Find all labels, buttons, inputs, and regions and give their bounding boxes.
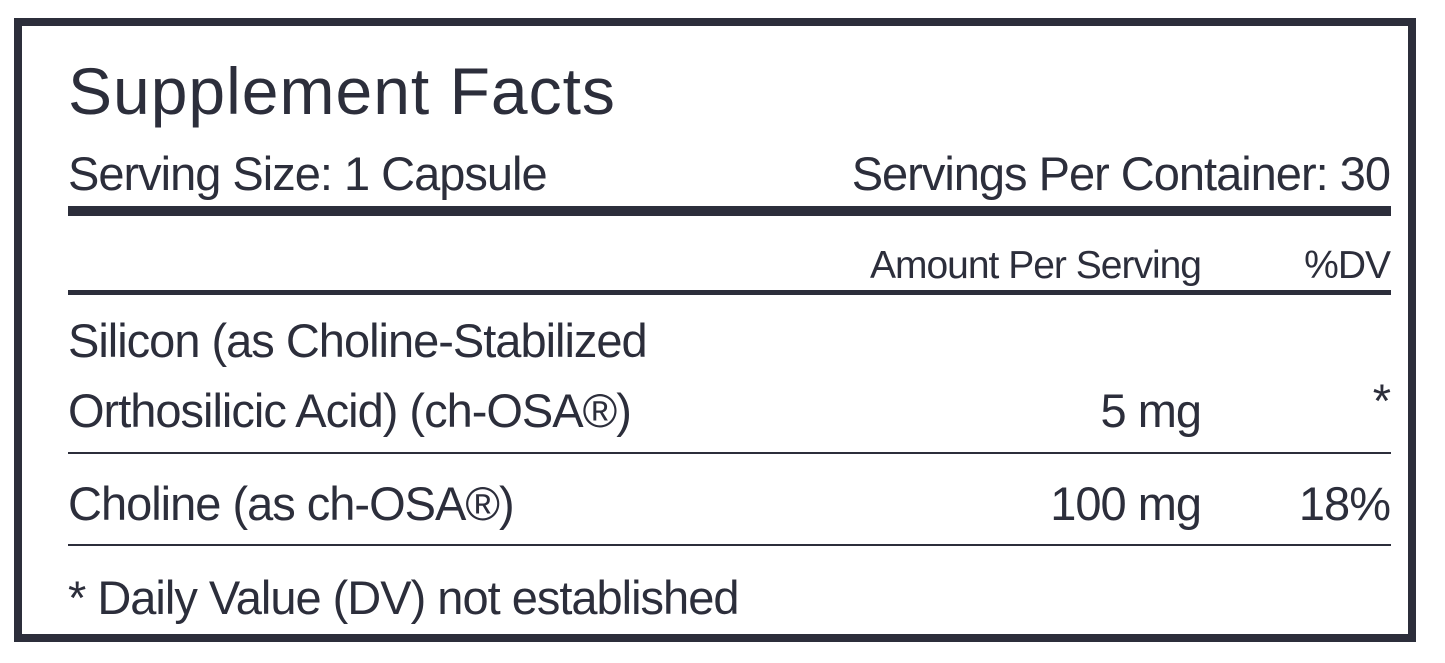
label-panel: Supplement Facts Serving Size: 1 Capsule… bbox=[14, 18, 1416, 642]
amount: 5 mg bbox=[1100, 384, 1202, 437]
servings-per-container: Servings Per Container: 30 bbox=[851, 147, 1391, 200]
ingredient-name: Silicon (as Choline-Stabilized Orthosili… bbox=[68, 314, 648, 437]
footnote: * Daily Value (DV) not established bbox=[68, 571, 739, 624]
serving-size: Serving Size: 1 Capsule bbox=[68, 147, 548, 200]
thick-rule bbox=[68, 206, 1391, 216]
daily-value: * bbox=[1372, 374, 1391, 427]
column-header: Amount Per Serving bbox=[869, 244, 1202, 287]
daily-value: 18% bbox=[1298, 477, 1391, 530]
amount: 100 mg bbox=[1050, 477, 1202, 530]
title: Supplement Facts bbox=[68, 54, 616, 128]
rule bbox=[68, 452, 1391, 454]
column-header: %DV bbox=[1304, 244, 1391, 287]
rule bbox=[68, 290, 1391, 295]
ingredient-name: Choline (as ch-OSA®) bbox=[68, 477, 515, 530]
rule bbox=[68, 544, 1391, 546]
